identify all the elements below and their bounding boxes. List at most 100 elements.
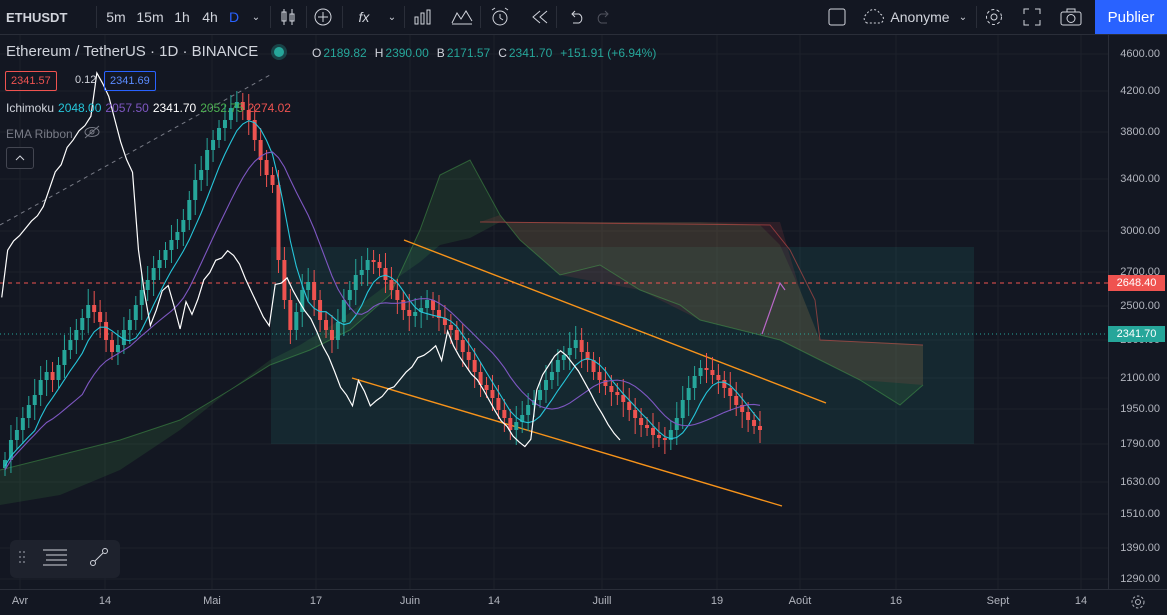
time-tick-label: 14 xyxy=(487,595,501,607)
ichimoku-legend[interactable]: Ichimoku 2048.00 2057.50 2341.70 2052.75… xyxy=(6,101,291,115)
interval-dropdown-icon[interactable]: ⌄ xyxy=(251,11,261,23)
financials-icon[interactable] xyxy=(412,0,434,34)
publish-button[interactable]: Publier xyxy=(1095,0,1167,34)
ema-ribbon-label: EMA Ribbon xyxy=(6,126,73,141)
interval-4h[interactable]: 4h xyxy=(202,9,218,25)
candle-body xyxy=(240,102,245,110)
candle-body xyxy=(74,330,79,340)
candle-body xyxy=(258,140,263,160)
redo-icon[interactable] xyxy=(594,0,614,34)
candle-body xyxy=(538,390,543,400)
candle-body xyxy=(627,402,632,410)
price-tick-label: 1630.00 xyxy=(1120,476,1160,488)
compare-add-icon[interactable] xyxy=(312,0,334,34)
price-tick-label: 3000.00 xyxy=(1120,225,1160,237)
buy-price-button[interactable]: 2341.69 xyxy=(104,71,156,91)
open-value: 2189.82 xyxy=(323,46,367,60)
candle-body xyxy=(3,460,7,468)
candle-body xyxy=(561,355,566,360)
ichimoku-cloud-bear xyxy=(480,215,923,385)
settings-gear-icon[interactable] xyxy=(982,0,1006,34)
toolbar-separator xyxy=(976,6,977,28)
fullscreen-layout-icon[interactable] xyxy=(826,0,848,34)
candle-body xyxy=(413,312,418,316)
candle-body xyxy=(133,305,138,320)
candle-body xyxy=(80,318,85,330)
indicators-dropdown-icon[interactable]: ⌄ xyxy=(387,11,397,23)
candle-body xyxy=(710,370,715,375)
symbol-search-button[interactable]: ETHUSDT xyxy=(6,9,68,25)
candle-body xyxy=(329,330,334,340)
candle-body xyxy=(508,418,513,430)
candle-body xyxy=(145,280,150,290)
candle-body xyxy=(407,310,412,316)
candle-body xyxy=(740,405,745,412)
interval-5m[interactable]: 5m xyxy=(106,9,126,25)
price-chart[interactable] xyxy=(0,35,1108,589)
trend-line-tool-icon[interactable] xyxy=(88,546,110,573)
tenkan-line xyxy=(4,120,761,467)
candle-body xyxy=(573,340,578,348)
interval-15m[interactable]: 15m xyxy=(136,9,164,25)
toolbar-separator xyxy=(480,6,481,28)
candle-body xyxy=(454,330,459,340)
time-axis[interactable]: Avr 14 Mai 17 Juin 14 Juill 19 Août 16 Sept 14 xyxy=(0,589,1167,614)
object-tree-icon[interactable] xyxy=(42,547,68,572)
price-tick-label: 3400.00 xyxy=(1120,173,1160,185)
candle-body xyxy=(151,268,156,280)
axis-settings-gear-icon[interactable] xyxy=(1130,594,1146,615)
candle-body xyxy=(609,386,614,392)
interval-d[interactable]: D xyxy=(228,9,240,25)
candle-body xyxy=(484,385,489,390)
candle-body xyxy=(448,325,453,330)
time-tick-label: 14 xyxy=(1074,595,1088,607)
collapse-legend-button[interactable] xyxy=(6,147,34,169)
candle-body xyxy=(306,282,311,290)
candle-body xyxy=(698,368,703,376)
fullscreen-icon[interactable] xyxy=(1020,0,1044,34)
candle-body xyxy=(656,435,661,438)
symbol-legend: Ethereum / TetherUS · 1D · BINANCE xyxy=(6,43,285,60)
candle-body xyxy=(633,410,638,418)
chart-type-candles-icon[interactable] xyxy=(278,0,298,34)
candle-body xyxy=(139,290,144,305)
layout-name-button[interactable]: Anonyme xyxy=(890,9,950,25)
ema-ribbon-legend[interactable]: EMA Ribbon xyxy=(6,125,101,142)
candle-body xyxy=(401,300,406,310)
candle-body xyxy=(157,260,162,268)
candle-body xyxy=(8,440,13,460)
low-value: 2171.57 xyxy=(446,46,491,60)
screenshot-camera-icon[interactable] xyxy=(1058,0,1084,34)
sell-price-button[interactable]: 2341.57 xyxy=(5,71,57,91)
candle-body xyxy=(115,345,120,352)
candle-body xyxy=(121,330,126,345)
candle-body xyxy=(56,365,61,380)
hidden-eye-icon[interactable] xyxy=(83,125,101,142)
close-label: C xyxy=(498,46,507,60)
candle-body xyxy=(668,430,673,440)
templates-icon[interactable] xyxy=(450,0,474,34)
interval-1h[interactable]: 1h xyxy=(174,9,190,25)
cloud-icon[interactable] xyxy=(860,0,888,34)
replay-icon[interactable] xyxy=(530,0,550,34)
indicators-fx-button[interactable]: fx xyxy=(358,9,370,25)
ichimoku-conversion-value: 2048.00 xyxy=(58,101,102,115)
symbol-description[interactable]: Ethereum / TetherUS · 1D · BINANCE xyxy=(6,43,259,60)
chart-pane[interactable] xyxy=(0,35,1108,589)
candle-body xyxy=(431,300,436,310)
price-tick-label: 1290.00 xyxy=(1120,573,1160,585)
price-axis[interactable]: 4600.00 4200.00 3800.00 3400.00 3000.00 2700.… xyxy=(1108,35,1167,589)
alert-icon[interactable] xyxy=(488,0,512,34)
candle-body xyxy=(50,372,55,380)
candle-body xyxy=(205,150,210,170)
low-label: B xyxy=(436,46,445,60)
candle-body xyxy=(585,352,590,360)
candle-body xyxy=(490,390,495,398)
drag-handle-icon[interactable] xyxy=(18,549,26,570)
ichimoku-leading-a-value: 2052.75 xyxy=(200,101,244,115)
candle-body xyxy=(324,320,329,330)
candle-body xyxy=(567,348,572,355)
spread-value: 0.12 xyxy=(75,74,97,86)
undo-icon[interactable] xyxy=(566,0,586,34)
layout-dropdown-icon[interactable]: ⌄ xyxy=(958,11,968,23)
